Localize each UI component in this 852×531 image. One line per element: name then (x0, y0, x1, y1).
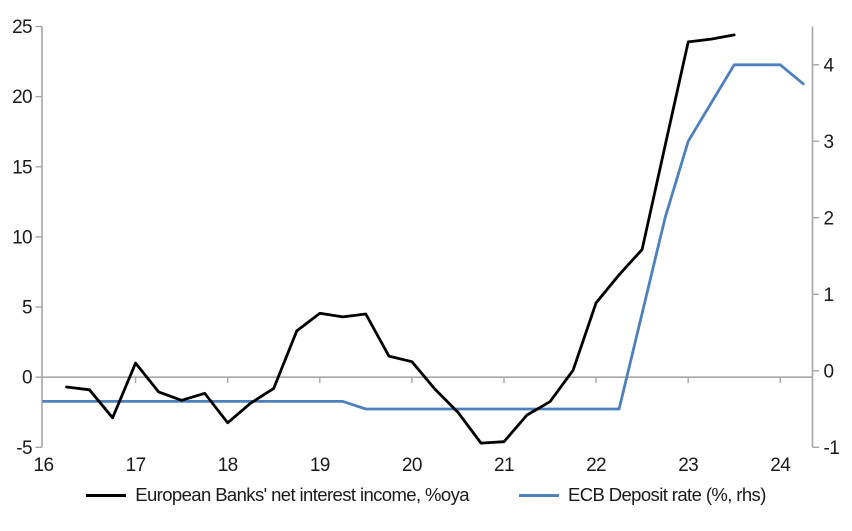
legend-item-deposit-rate: ECB Deposit rate (%, rhs) (518, 484, 766, 506)
right-axis-tick-label: 3 (824, 132, 834, 153)
deposit-rate-line-swatch (518, 493, 559, 497)
x-axis-tick-label: 21 (494, 455, 514, 476)
left-axis-tick-label: 20 (12, 87, 32, 108)
nii-line (65, 33, 736, 445)
right-axis-tick-label: 1 (824, 285, 834, 306)
legend-label-net-interest-income: European Banks' net interest income, %oy… (135, 484, 469, 505)
left-axis-tick-label: 25 (12, 17, 32, 38)
nii-line-swatch (86, 493, 127, 497)
x-axis-tick-label: 24 (770, 455, 791, 476)
deposit-rate-line (42, 63, 805, 411)
right-axis-tick-label: 2 (824, 208, 834, 229)
x-axis-tick-label: 19 (310, 455, 330, 476)
legend-item-net-interest-income: European Banks' net interest income, %oy… (86, 484, 470, 506)
x-axis-tick-label: 23 (678, 455, 698, 476)
x-axis-tick-label: 22 (586, 455, 606, 476)
x-axis-tick-label: 16 (34, 455, 54, 476)
left-axis-tick-label: -5 (16, 438, 32, 459)
left-axis-tick-label: 15 (12, 157, 32, 178)
left-axis-tick-label: 5 (22, 298, 32, 319)
x-axis-tick-label: 18 (218, 455, 238, 476)
x-axis-tick-label: 20 (402, 455, 422, 476)
legend: European Banks' net interest income, %oy… (0, 484, 852, 506)
left-axis-tick-label: 10 (12, 227, 32, 248)
right-axis-tick-label: -1 (824, 438, 840, 459)
right-axis-tick-label: 4 (824, 55, 835, 76)
legend-label-deposit-rate: ECB Deposit rate (%, rhs) (567, 484, 766, 505)
right-axis-tick-label: 0 (824, 361, 834, 382)
left-axis-tick-label: 0 (22, 368, 32, 389)
x-axis-tick-label: 17 (126, 455, 146, 476)
